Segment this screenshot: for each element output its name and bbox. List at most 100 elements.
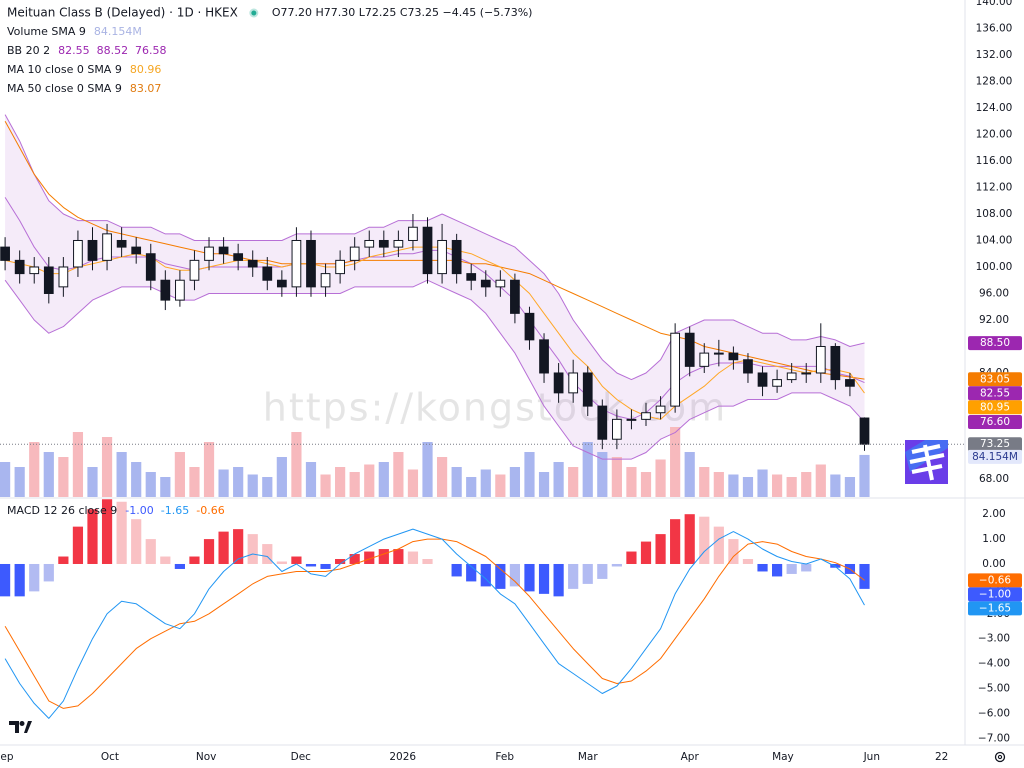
y-tick-label: 2.00 [982, 508, 1005, 520]
candle-body [451, 239, 462, 275]
candle-body [0, 246, 10, 261]
x-tick-label: May [772, 751, 794, 763]
volume-bar [174, 452, 185, 497]
chart-title: Meituan Class B (Delayed) · 1D · HKEX [7, 6, 238, 20]
volume-bar [14, 467, 25, 497]
macd-histogram-bar [640, 541, 652, 564]
volume-bar [422, 442, 433, 497]
candle-body [393, 239, 404, 248]
macd-histogram-bar [58, 556, 69, 564]
macd-histogram-bar [684, 514, 695, 564]
candle-body [437, 239, 447, 275]
y-tick-label: 140.00 [976, 0, 1013, 8]
price-tag-label: 76.60 [980, 416, 1010, 428]
volume-bar [101, 437, 113, 497]
macd-histogram-bar [131, 519, 142, 564]
volume-bar [364, 464, 375, 497]
price-tag-label: 83.05 [980, 373, 1010, 385]
volume-bar [349, 472, 360, 497]
status-dot-core [251, 10, 257, 16]
volume-bar [466, 477, 477, 497]
x-tick-label: 22 [935, 751, 948, 763]
y-tick-label: 68.00 [979, 473, 1009, 485]
y-tick-label: −6.00 [978, 707, 1010, 719]
macd-histogram-bar [218, 531, 229, 564]
candle-body [29, 266, 40, 275]
volume-bar [58, 457, 69, 497]
candle-body [291, 239, 302, 288]
macd-histogram-bar [597, 563, 608, 579]
candle-body [743, 359, 753, 374]
bb-lower-line [4, 279, 865, 460]
candle-body [175, 279, 185, 301]
y-tick-label: 120.00 [976, 128, 1013, 140]
y-tick-label: 104.00 [976, 234, 1013, 246]
candle-body [699, 352, 710, 367]
volume-bar [116, 452, 127, 497]
candle-body [349, 246, 360, 261]
tv-logo [9, 721, 32, 733]
macd-histogram-bar [568, 563, 579, 589]
macd-histogram-bar [713, 526, 724, 564]
macd-histogram-bar [364, 551, 375, 564]
macd-histogram-bar [262, 544, 273, 564]
settings-button[interactable] [994, 751, 1006, 763]
price-tag-label: 80.95 [980, 401, 1010, 413]
x-tick-label: Sep [0, 751, 14, 763]
candle-body [830, 345, 841, 381]
macd-tag [968, 573, 1022, 588]
volume-bar [451, 467, 462, 497]
volume-bar [29, 442, 40, 497]
volume-bar [772, 474, 783, 497]
macd-histogram-bar [174, 563, 185, 569]
macd-histogram-bar [335, 559, 346, 564]
candle-body [539, 339, 549, 374]
macd-legend-value: -1.65 [161, 504, 189, 517]
candle-body [713, 352, 724, 355]
macd-histogram-bar [422, 559, 433, 564]
legend-label: MA 50 close 0 SMA 9 [7, 82, 122, 95]
candle-body [218, 246, 229, 255]
price-tag [968, 372, 1022, 387]
macd-histogram-bar [276, 561, 287, 564]
candle-body [670, 332, 681, 407]
x-tick-label: Nov [196, 751, 217, 763]
candle-body [408, 226, 418, 241]
macd-histogram-bar [626, 551, 637, 564]
candle-body [641, 412, 651, 420]
volume-bar [611, 457, 622, 497]
volume-bar [728, 474, 739, 497]
macd-histogram-bar [378, 549, 389, 564]
y-tick-label: 108.00 [976, 208, 1013, 220]
candle-body [378, 239, 389, 248]
price-tag [968, 400, 1022, 415]
candle-body [14, 259, 25, 275]
candle-body [233, 253, 244, 261]
volume-bar [509, 467, 521, 497]
volume-bar [305, 462, 317, 497]
macd-histogram-bar [393, 549, 404, 564]
volume-bar [247, 474, 258, 497]
volume-bar [495, 474, 506, 497]
candle-body [597, 405, 608, 440]
macd-histogram-bar [43, 563, 54, 582]
volume-bar [160, 477, 171, 497]
price-tag-label: 82.55 [980, 387, 1010, 399]
macd-histogram-bar [480, 563, 491, 587]
legend-label: Volume SMA 9 [7, 25, 86, 38]
bb-fill [5, 114, 865, 460]
macd-title: MACD 12 26 close 9 [7, 504, 117, 517]
macd-histogram-bar [728, 539, 739, 564]
x-tick-label: Oct [101, 751, 119, 763]
y-tick-label: 100.00 [976, 261, 1013, 273]
macd-tag-label: −1.00 [979, 588, 1011, 600]
candle-body [582, 372, 593, 407]
macd-histogram-bar [247, 534, 258, 564]
candle-body [772, 379, 782, 387]
volume-bar [859, 454, 870, 497]
y-tick-label: 128.00 [976, 75, 1013, 87]
macd-histogram-bar [582, 563, 593, 584]
volume-bar [276, 457, 287, 497]
